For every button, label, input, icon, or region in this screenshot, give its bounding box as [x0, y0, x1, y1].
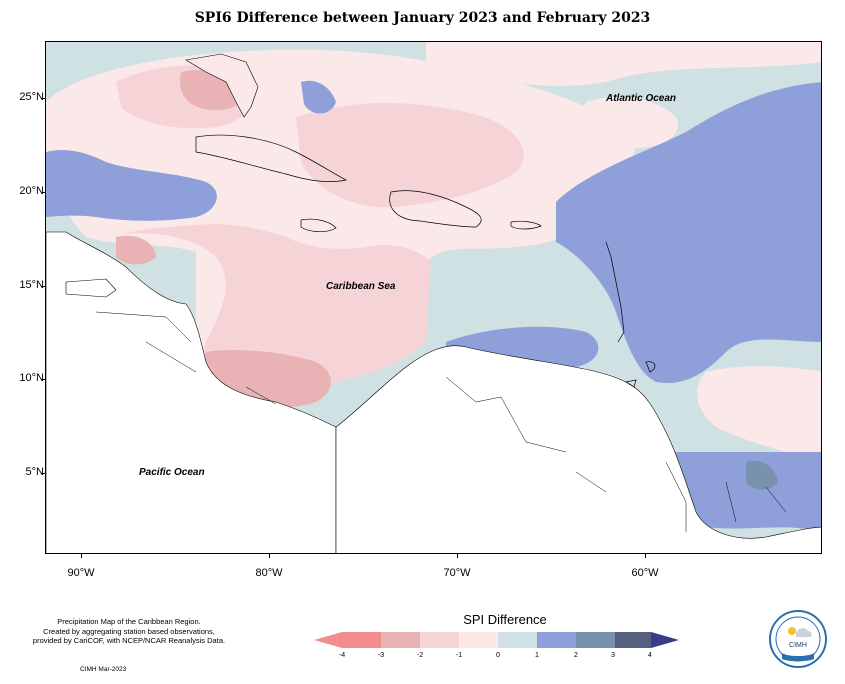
legend-swatch [537, 632, 576, 648]
legend-tick: -4 [338, 652, 346, 659]
legend-tick: 3 [611, 652, 615, 659]
lat-tick-25: 25°N [19, 91, 44, 103]
lat-tickmark [41, 192, 45, 193]
lon-tick-90: 90°W [67, 567, 95, 579]
map-caption: Precipitation Map of the Caribbean Regio… [18, 617, 240, 646]
lat-tickmark [41, 379, 45, 380]
lat-tickmark [41, 98, 45, 99]
legend-tick: 0 [496, 652, 500, 659]
legend-tick: -1 [455, 652, 463, 659]
legend-tick: -3 [377, 652, 385, 659]
legend-tick: 1 [535, 652, 539, 659]
lat-tickmark [41, 473, 45, 474]
legend-title: SPI Difference [463, 612, 547, 627]
field-light-pink-atlantic [583, 97, 678, 148]
land-cuba [195, 134, 348, 182]
land-florida [185, 53, 259, 118]
legend-tick: 2 [574, 652, 578, 659]
spi-map [45, 41, 822, 554]
lon-tickmark [457, 554, 458, 558]
map-title: SPI6 Difference between January 2023 and… [194, 10, 651, 26]
lat-tick-10: 10°N [19, 372, 44, 384]
lon-tick-60: 60°W [631, 567, 659, 579]
legend-swatch-low-arrow [314, 632, 342, 648]
field-dark-pink-honduras [116, 235, 156, 265]
legend-swatch [381, 632, 420, 648]
legend-swatch [459, 632, 498, 648]
land-borders [95, 311, 787, 532]
legend-tick: 4 [648, 652, 652, 659]
lat-tick-15: 15°N [19, 279, 44, 291]
legend-swatch-high-arrow [651, 632, 679, 648]
legend-colorbar [314, 632, 679, 648]
land-hispaniola [389, 190, 482, 228]
cimh-logo: CIMH [769, 610, 827, 668]
lon-tick-80: 80°W [255, 567, 283, 579]
legend-swatch [342, 632, 381, 648]
lat-tick-20: 20°N [19, 185, 44, 197]
field-blue-bahamas [301, 80, 336, 114]
spi-map-svg [46, 42, 821, 553]
land-trinidad-tobago [625, 361, 656, 388]
field-steel-suriname [746, 460, 778, 490]
lat-tickmark [41, 286, 45, 287]
caption-line: provided by CariCOF, with NCEP/NCAR Rean… [32, 636, 226, 645]
caption-line: Precipitation Map of the Caribbean Regio… [57, 617, 201, 626]
legend-swatch [615, 632, 651, 648]
field-blue-yucatan [46, 150, 217, 221]
lon-tickmark [645, 554, 646, 558]
field-light-pink-southeast [697, 366, 821, 462]
lon-tickmark [81, 554, 82, 558]
logo-text: CIMH [789, 642, 807, 649]
field-medium-pink-bahamas [296, 102, 524, 208]
field-light-pink-north [426, 42, 821, 86]
legend-swatch [420, 632, 459, 648]
field-blue-atlantic [556, 82, 821, 383]
label-pacific-ocean: Pacific Ocean [139, 467, 205, 478]
land-puerto-rico [510, 220, 542, 230]
land-lesser-antilles [605, 241, 625, 343]
map-credit: CIMH Mar-2023 [80, 666, 127, 673]
legend-swatch [576, 632, 615, 648]
lat-tick-5: 5°N [25, 466, 44, 478]
land-jamaica [300, 218, 337, 232]
field-medium-pink-caribbean [106, 224, 431, 399]
caption-line: Created by aggregating station based obs… [43, 626, 215, 636]
land-central-america [46, 231, 337, 553]
land-belize-border [65, 278, 117, 298]
lon-tick-70: 70°W [443, 567, 471, 579]
label-caribbean-sea: Caribbean Sea [326, 281, 396, 292]
label-atlantic-ocean: Atlantic Ocean [606, 93, 677, 104]
legend-swatch [498, 632, 537, 648]
lon-tickmark [269, 554, 270, 558]
legend-tick: -2 [416, 652, 424, 659]
field-blue-guianas [666, 452, 821, 532]
